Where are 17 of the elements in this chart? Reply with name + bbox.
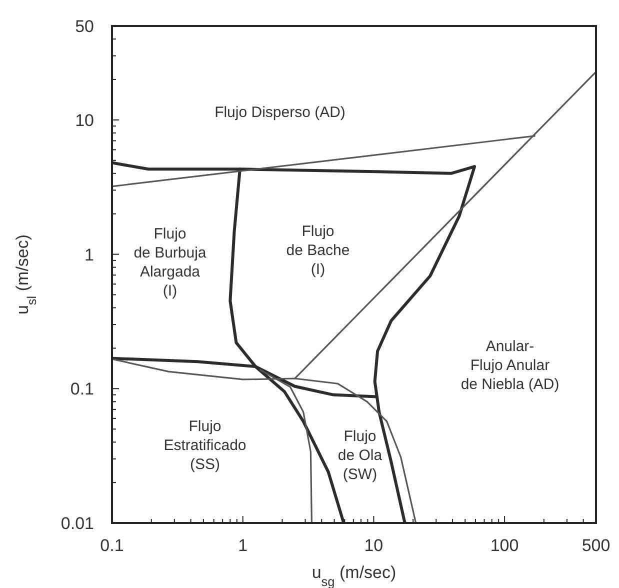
annotation: Flujo Disperso (AD): [214, 104, 346, 121]
annotation: Flujo de Burbuja Alargada (I): [134, 226, 207, 300]
x-tick-label: 500: [582, 536, 610, 555]
y-tick-label: 10: [75, 110, 94, 130]
annotation: Flujo Estratificado (SS): [164, 418, 246, 473]
y-tick-label: 50: [75, 17, 94, 36]
x-axis-title: u$_{sg}$ (m/sec): [312, 563, 396, 588]
y-tick-label: 0.01: [60, 514, 94, 533]
x-tick-label: 0.1: [100, 536, 124, 555]
y-tick-label: 0.1: [70, 380, 94, 399]
x-tick-label: 100: [490, 536, 519, 555]
y-tick-label: 1: [84, 245, 94, 264]
annotation: Anular- Flujo Anular de Niebla (AD): [460, 338, 560, 393]
x-tick-label: 1: [238, 536, 248, 555]
x-tick-label: 10: [364, 536, 384, 555]
annotation: Flujo de Bache (I): [286, 223, 350, 278]
annotation: Flujo de Ola (SW): [338, 428, 383, 483]
